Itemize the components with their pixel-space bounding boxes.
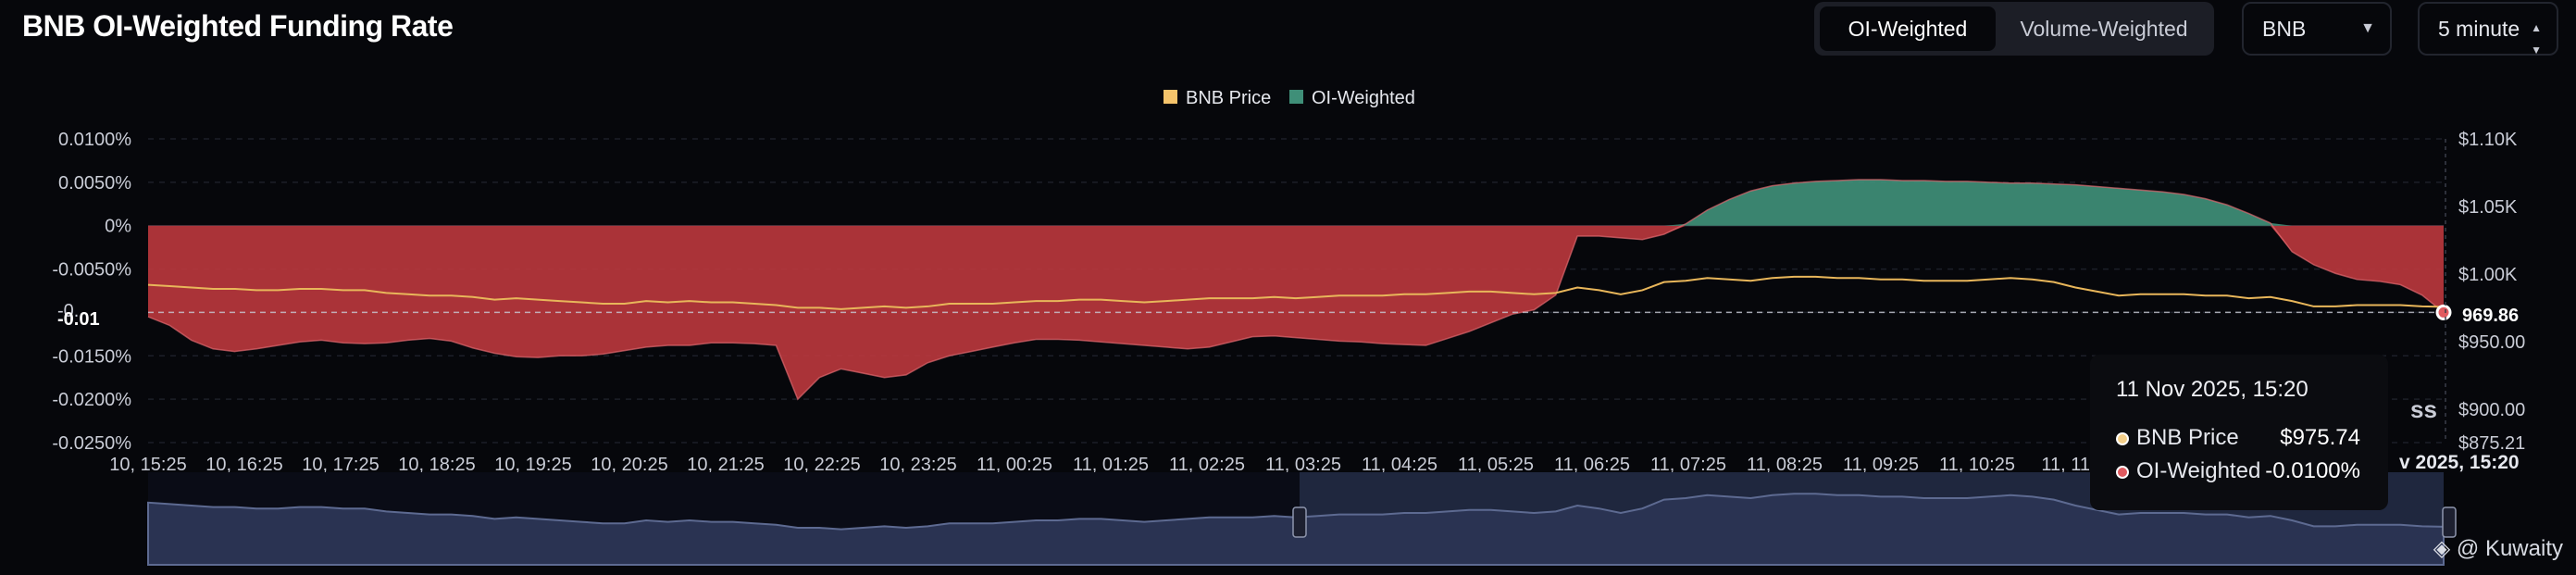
symbol-select[interactable]: BNB ▼ [2242, 2, 2392, 56]
x-tick-label: 10, 22:25 [783, 455, 860, 475]
x-tick-label: 11, 10:25 [1939, 455, 2015, 475]
funding-series-line [147, 179, 2445, 401]
x-tick-label: 10, 19:25 [494, 455, 571, 475]
current-value-point [2435, 304, 2452, 320]
legend-swatch-oi-weighted [1289, 90, 1303, 104]
tooltip-oi-dot [2116, 465, 2129, 479]
x-tick-label: 10, 17:25 [302, 455, 379, 475]
x-tick-label: 10, 15:25 [109, 455, 186, 475]
interval-select[interactable]: 5 minute ▲ ▼ [2418, 2, 2558, 56]
y-left-tick-label: -0.0200% [52, 390, 131, 410]
watermark-text: @ Kuwaity [2456, 536, 2563, 561]
x-tick-label: 11, 08:25 [1747, 455, 1823, 475]
x-axis-last-label: v 2025, 15:20 [2399, 452, 2520, 473]
tooltip-row-oi: OI-Weighted [2116, 458, 2260, 484]
diamond-logo-icon: ◈ [2433, 536, 2451, 561]
x-tick-label: 11, 01:25 [1073, 455, 1149, 475]
chevron-down-icon: ▼ [2360, 20, 2375, 36]
y-left-tick-label: 0.0100% [58, 130, 131, 150]
x-tick-label: 10, 16:25 [205, 455, 282, 475]
y-left-tick-label: 0% [105, 217, 131, 237]
navigator-right-handle[interactable] [2442, 506, 2457, 538]
sort-arrows-icon: ▲ ▼ [2531, 21, 2542, 56]
page-title: BNB OI-Weighted Funding Rate [22, 9, 454, 43]
interval-select-value: 5 minute [2438, 17, 2520, 41]
legend-label-oi-weighted[interactable]: OI-Weighted [1312, 88, 1415, 108]
y-left-tick-label: -0.0050% [52, 260, 131, 281]
y-left-tick-label: 0.0050% [58, 173, 131, 194]
y-right-current-label: 969.86 [2462, 306, 2519, 326]
zoom-navigator[interactable] [147, 472, 2457, 566]
tooltip-time: 11 Nov 2025, 15:20 [2116, 377, 2308, 402]
tooltip-price-dot [2116, 431, 2129, 445]
tooltip-oi-label: OI-Weighted [2136, 458, 2261, 483]
x-tick-label: 11, 09:25 [1843, 455, 1919, 475]
funding-negative-area [148, 225, 2444, 400]
y-left-tick-label: -0.0250% [52, 433, 131, 454]
tooltip-edge-text: ss [2410, 395, 2437, 423]
x-tick-label: 10, 18:25 [398, 455, 475, 475]
tooltip: 11 Nov 2025, 15:20 BNB Price $975.74 OI-… [2090, 355, 2437, 510]
left-axis-partial-label: -0. [57, 301, 79, 321]
symbol-select-value: BNB [2262, 17, 2307, 41]
x-tick-label: 10, 21:25 [687, 455, 764, 475]
x-tick-label: 11, 00:25 [977, 455, 1052, 475]
tooltip-price-value: $975.74 [2280, 425, 2360, 450]
y-right-tick-label: $875.21 [2458, 433, 2525, 454]
y-right-tick-label: $1.05K [2458, 197, 2518, 218]
weighting-toggle: OI-Weighted Volume-Weighted [1814, 2, 2214, 56]
data-layer [147, 179, 2452, 401]
tooltip-price-label: BNB Price [2136, 425, 2239, 450]
axes: 0.0100% 0.0050% 0% -0.0050% -0.0150% -0.0200%… [52, 130, 2525, 475]
y-right-tick-label: $1.10K [2458, 130, 2518, 150]
tab-oi-weighted[interactable]: OI-Weighted [1820, 6, 1996, 51]
x-tick-label: 11, 02:25 [1169, 455, 1245, 475]
x-tick-label: 11, 06:25 [1554, 455, 1630, 475]
x-tick-label: 11, 03:25 [1265, 455, 1341, 475]
x-tick-label: 10, 23:25 [879, 455, 956, 475]
legend-swatch-bnb-price [1164, 90, 1177, 104]
y-right-tick-label: $1.00K [2458, 265, 2518, 285]
tooltip-row-price: BNB Price [2116, 425, 2239, 451]
x-tick-label: 10, 20:25 [591, 455, 667, 475]
x-tick-label: 11, 11:2 [2041, 455, 2105, 475]
legend-label-bnb-price[interactable]: BNB Price [1186, 88, 1271, 108]
x-tick-label: 11, 04:25 [1362, 455, 1437, 475]
navigator-left-handle[interactable] [1292, 506, 1307, 538]
funding-positive-area [148, 180, 2444, 226]
watermark: ◈ @ Kuwaity [2433, 535, 2563, 562]
x-tick-label: 11, 05:25 [1458, 455, 1534, 475]
bnb-price-series-line [147, 275, 2445, 310]
y-right-tick-label: $900.00 [2458, 400, 2525, 420]
y-left-tick-label: -0.0150% [52, 346, 131, 367]
tooltip-oi-value: -0.0100% [2265, 458, 2360, 483]
legend: BNB Price OI-Weighted [1164, 88, 1415, 108]
y-right-tick-label: $950.00 [2458, 332, 2525, 353]
current-value-label: -0.01 [57, 309, 100, 330]
x-tick-label: 11, 07:25 [1650, 455, 1726, 475]
tab-volume-weighted[interactable]: Volume-Weighted [2020, 17, 2188, 41]
